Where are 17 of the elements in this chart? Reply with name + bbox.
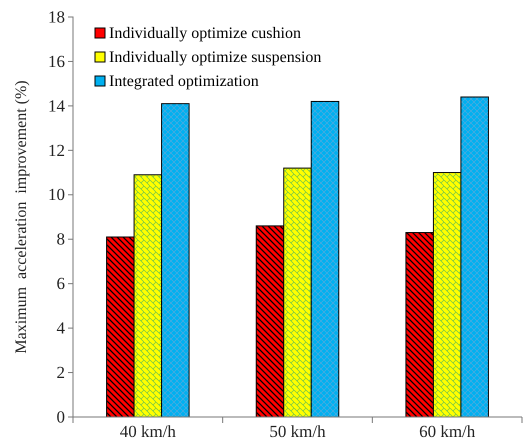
x-tick-label: 50 km/h [269,422,326,442]
y-axis-title: Maximum acceleration improvement (%) [13,80,30,354]
y-tick-label: 16 [48,52,65,71]
legend-label: Individually optimize suspension [109,49,322,66]
x-tick-label: 60 km/h [419,422,476,442]
y-tick-label: 4 [56,318,66,338]
y-tick-label: 6 [56,274,65,294]
y-tick-label: 2 [56,362,65,382]
x-tick-label: 40 km/h [120,422,176,442]
legend-label: Integrated optimization [109,73,259,90]
y-tick-label: 12 [48,140,65,160]
y-tick-label: 0 [56,407,65,426]
y-tick-label: 18 [48,7,65,26]
y-tick-label: 14 [48,96,66,116]
y-tick-label: 8 [56,230,65,249]
legend-label: Individually optimize cushion [109,25,301,42]
y-tick-label: 10 [48,185,65,204]
